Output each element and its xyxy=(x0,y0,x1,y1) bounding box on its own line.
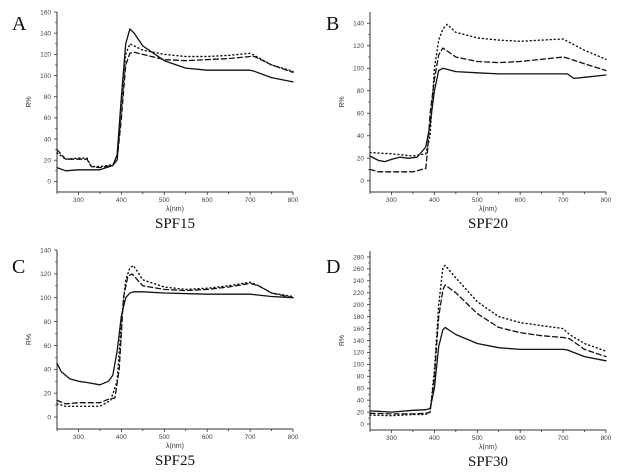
y-tick-label: 20 xyxy=(44,391,52,398)
panel-B: 300 400 500 600 700 800 0 20 40 60 80 100 120 140 λ(nm… xyxy=(326,12,612,232)
y-tick-label: 220 xyxy=(353,290,364,297)
y-tick-label: 240 xyxy=(353,278,364,285)
y-tick-label: 60 xyxy=(44,343,52,350)
x-tick-label: 500 xyxy=(472,197,483,204)
y-tick-label: 40 xyxy=(44,367,52,374)
y-tick-label: 0 xyxy=(47,414,51,421)
x-tick-label: 400 xyxy=(429,197,440,204)
x-tick-label: 500 xyxy=(159,197,170,204)
y-tick-label: 80 xyxy=(357,88,365,95)
x-tick-label: 300 xyxy=(73,197,84,204)
y-axis-label: R% xyxy=(339,335,346,346)
panel-title: SPF30 xyxy=(468,454,508,470)
panel-letter: D xyxy=(326,256,340,278)
x-tick-label: 700 xyxy=(558,197,569,204)
y-tick-label: 140 xyxy=(40,247,51,254)
series-line-dotted xyxy=(56,264,294,407)
y-axis-label: R% xyxy=(26,334,33,345)
x-tick-label: 800 xyxy=(601,435,612,442)
y-tick-label: 60 xyxy=(357,386,365,393)
series-line-dashed xyxy=(56,273,294,405)
panel-letter: B xyxy=(326,13,339,35)
series-line-dashed xyxy=(369,47,607,173)
y-tick-label: 160 xyxy=(40,9,51,16)
y-tick-label: 100 xyxy=(40,73,51,80)
y-tick-label: 120 xyxy=(353,43,364,50)
y-tick-label: 0 xyxy=(360,178,364,185)
x-tick-label: 500 xyxy=(159,434,170,441)
y-tick-label: 20 xyxy=(357,409,365,416)
x-axis-label: λ(nm) xyxy=(166,443,184,450)
series-line-solid xyxy=(369,67,607,163)
x-axis-label: λ(nm) xyxy=(166,206,184,213)
series-line-dashed xyxy=(369,284,607,415)
y-tick-label: 60 xyxy=(44,115,52,122)
series-line-solid xyxy=(369,326,607,413)
y-tick-label: 80 xyxy=(44,319,52,326)
x-tick-label: 800 xyxy=(601,197,612,204)
y-tick-label: 20 xyxy=(44,158,52,165)
x-tick-label: 300 xyxy=(386,197,397,204)
panel-A: 300 400 500 600 700 800 0 20 40 60 80 100 120 140 160 λ… xyxy=(12,9,299,232)
panel-title: SPF25 xyxy=(155,453,195,469)
panel-title: SPF15 xyxy=(155,216,195,232)
series-line-dotted xyxy=(369,264,607,417)
series-line-dotted xyxy=(56,43,294,168)
y-axis-label: R% xyxy=(339,96,346,107)
y-tick-label: 140 xyxy=(40,30,51,37)
y-tick-label: 40 xyxy=(357,133,365,140)
y-tick-label: 100 xyxy=(353,362,364,369)
y-tick-label: 120 xyxy=(40,52,51,59)
panel-D: 300 400 500 600 700 800 0 20 40 60 80 100 120 140 160 1… xyxy=(326,251,612,470)
y-tick-label: 40 xyxy=(44,136,52,143)
y-axis-label: R% xyxy=(26,96,33,107)
x-tick-label: 600 xyxy=(202,197,213,204)
y-tick-label: 180 xyxy=(353,314,364,321)
panel-C: 300 400 500 600 700 800 0 20 40 60 80 100 120 140 λ(nm… xyxy=(12,247,299,469)
y-tick-label: 100 xyxy=(353,66,364,73)
x-tick-label: 400 xyxy=(116,434,127,441)
y-tick-label: 160 xyxy=(353,326,364,333)
panel-title: SPF20 xyxy=(468,216,508,232)
y-tick-label: 0 xyxy=(47,179,51,186)
y-tick-label: 120 xyxy=(40,271,51,278)
y-tick-label: 140 xyxy=(353,338,364,345)
x-tick-label: 700 xyxy=(558,435,569,442)
x-axis-label: λ(nm) xyxy=(479,206,497,213)
x-tick-label: 300 xyxy=(73,434,84,441)
y-tick-label: 200 xyxy=(353,302,364,309)
panel-letter: C xyxy=(12,256,25,278)
y-tick-label: 280 xyxy=(353,254,364,261)
x-tick-label: 700 xyxy=(245,434,256,441)
x-tick-label: 400 xyxy=(429,435,440,442)
series-line-solid xyxy=(56,291,294,386)
x-tick-label: 300 xyxy=(386,435,397,442)
panel-letter: A xyxy=(12,13,27,35)
series-line-solid xyxy=(56,28,294,172)
x-tick-label: 600 xyxy=(202,434,213,441)
series-line-dotted xyxy=(369,23,607,157)
y-tick-label: 120 xyxy=(353,350,364,357)
y-tick-label: 0 xyxy=(360,421,364,428)
y-tick-label: 60 xyxy=(357,111,365,118)
x-tick-label: 700 xyxy=(245,197,256,204)
y-tick-label: 80 xyxy=(357,374,365,381)
x-tick-label: 800 xyxy=(288,434,299,441)
x-tick-label: 800 xyxy=(288,197,299,204)
y-tick-label: 140 xyxy=(353,21,364,28)
y-tick-label: 40 xyxy=(357,397,365,404)
x-tick-label: 400 xyxy=(116,197,127,204)
series-line-dashed xyxy=(56,51,294,169)
y-tick-label: 20 xyxy=(357,156,365,163)
y-tick-label: 100 xyxy=(40,295,51,302)
x-tick-label: 600 xyxy=(515,435,526,442)
x-tick-label: 500 xyxy=(472,435,483,442)
y-tick-label: 80 xyxy=(44,94,52,101)
x-axis-label: λ(nm) xyxy=(479,444,497,451)
y-tick-label: 260 xyxy=(353,266,364,273)
x-tick-label: 600 xyxy=(515,197,526,204)
